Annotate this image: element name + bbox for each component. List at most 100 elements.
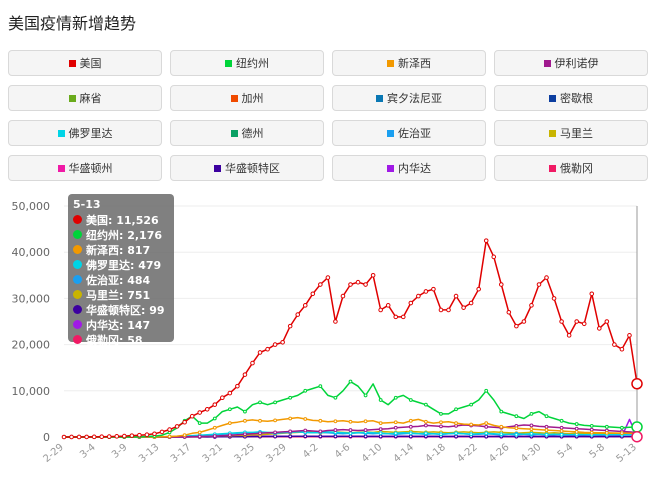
series-point [566, 333, 572, 338]
region-toggle-button[interactable]: 华盛顿特区 [170, 155, 324, 181]
region-toggle-label: 伊利诺伊 [554, 57, 599, 70]
legend-swatch-icon [387, 164, 394, 172]
series-point [454, 407, 458, 412]
series-point [393, 430, 398, 435]
series-point [152, 435, 157, 439]
series-point [182, 435, 187, 439]
series-point [544, 434, 549, 439]
legend-swatch-icon [387, 129, 394, 137]
legend-swatch-icon [68, 94, 76, 102]
region-toggle-button[interactable]: 美国 [8, 50, 162, 76]
series-point [227, 434, 232, 439]
region-toggle-label: 密歇根 [560, 92, 593, 105]
series-point [529, 434, 534, 439]
region-toggle-button[interactable]: 伊利诺伊 [494, 50, 648, 76]
series-point [574, 430, 579, 434]
series-point [454, 424, 458, 428]
series-point [273, 434, 278, 439]
series-point [318, 430, 323, 435]
series-point [265, 346, 270, 352]
series-point [129, 433, 135, 438]
region-toggle-button[interactable]: 德州 [170, 120, 324, 146]
series-point [408, 424, 413, 429]
series-point [423, 419, 428, 424]
series-point [559, 418, 564, 423]
series-point [620, 429, 624, 434]
hover-point-marker [631, 421, 643, 433]
series-point [393, 425, 398, 430]
series-point [258, 432, 262, 437]
region-toggle-button[interactable]: 马里兰 [494, 120, 648, 146]
series-point [514, 424, 519, 428]
series-point [167, 435, 172, 439]
series-point [469, 402, 474, 407]
x-tick-label: 4-26 [487, 442, 511, 465]
x-tick-label: 4-6 [333, 442, 353, 461]
series-point [167, 435, 172, 439]
series-line [64, 435, 637, 438]
series-point [423, 430, 428, 435]
series-point [197, 433, 202, 438]
region-toggle-button[interactable]: 加州 [170, 85, 324, 111]
series-point [318, 434, 323, 439]
series-point [77, 435, 81, 439]
series-point [348, 282, 353, 287]
series-point [62, 435, 66, 439]
series-point [454, 431, 458, 436]
tooltip-series-dot-icon [73, 230, 82, 239]
series-point [122, 435, 127, 439]
series-point [340, 293, 346, 299]
series-point [92, 435, 97, 439]
series-point [529, 434, 534, 439]
series-point [182, 435, 187, 439]
series-point [273, 430, 278, 435]
series-point [559, 425, 564, 430]
region-toggle-button[interactable]: 俄勒冈 [494, 155, 648, 181]
region-toggle-button[interactable]: 密歇根 [494, 85, 648, 111]
x-tick-label: 3-29 [264, 442, 288, 465]
region-toggle-button[interactable]: 佐治亚 [332, 120, 486, 146]
region-toggle-button[interactable]: 内华达 [332, 155, 486, 181]
series-point [122, 435, 127, 439]
series-point [469, 432, 474, 437]
region-toggle-button[interactable]: 新泽西 [332, 50, 486, 76]
series-point [122, 435, 127, 439]
region-toggle-button[interactable]: 佛罗里达 [8, 120, 162, 146]
series-point [333, 430, 338, 435]
series-point [454, 421, 458, 426]
region-toggle-button[interactable]: 华盛顿州 [8, 155, 162, 181]
region-toggle-button[interactable]: 纽约州 [170, 50, 324, 76]
series-point [137, 435, 142, 439]
series-point [559, 434, 564, 439]
region-toggle-button[interactable]: 麻省 [8, 85, 162, 111]
series-point [604, 434, 609, 439]
tooltip-row-label: 内华达: 147 [86, 318, 151, 332]
series-point [559, 319, 564, 324]
series-point [318, 384, 323, 389]
series-point [333, 395, 338, 400]
legend-swatch-icon [549, 94, 556, 102]
series-line [64, 424, 638, 438]
series-point [288, 416, 293, 421]
series-point [454, 431, 458, 436]
series-point [635, 430, 639, 435]
series-point [107, 435, 112, 439]
series-point [122, 435, 127, 439]
series-point [303, 434, 308, 439]
series-point [227, 390, 233, 396]
region-toggle-label: 纽约州 [236, 57, 269, 70]
series-point [619, 346, 625, 352]
series-point [333, 434, 338, 439]
series-point [137, 435, 142, 439]
chart-tooltip: 5-13 美国: 11,526 纽约州: 2,176 新泽西: 817 佛罗里达: 4… [68, 194, 174, 347]
series-point [227, 431, 232, 436]
series-point [439, 430, 443, 435]
series-point [393, 434, 398, 439]
region-toggle-button[interactable]: 宾夕法尼亚 [332, 85, 486, 111]
series-point [302, 303, 308, 308]
series-point [604, 424, 609, 429]
series-point [363, 430, 368, 434]
series-point [423, 402, 428, 407]
series-point [333, 434, 338, 439]
series-point [604, 434, 609, 439]
